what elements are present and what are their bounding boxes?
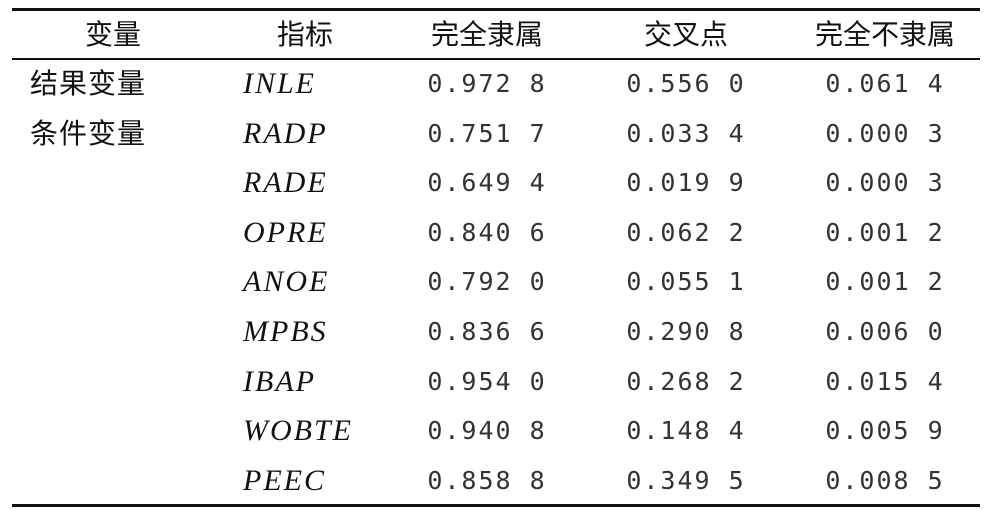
header-cell: 变量 [84, 18, 142, 51]
header-cell: 完全不隶属 [814, 18, 956, 51]
value-cell: 0.062 2 [626, 217, 746, 247]
value-cell: 0.055 1 [626, 267, 746, 297]
value-cell: 0.972 8 [427, 69, 547, 98]
header-cell: 完全隶属 [430, 18, 544, 51]
value-cell: 0.148 4 [626, 416, 746, 446]
indicator: ANOE [243, 265, 330, 299]
indicator: INLE [243, 67, 317, 100]
header-cell: 指标 [276, 18, 334, 51]
value-cell: 0.751 7 [427, 118, 547, 148]
header-rule [12, 58, 980, 60]
variable-group: 条件变量 [30, 116, 147, 150]
value-cell: 0.268 2 [626, 366, 746, 396]
value-cell: 0.008 5 [825, 465, 945, 495]
variable-group: 结果变量 [30, 67, 147, 100]
value-cell: 0.000 3 [825, 118, 945, 148]
value-cell: 0.858 8 [427, 465, 547, 495]
value-cell: 0.001 2 [825, 217, 945, 247]
value-cell: 0.349 5 [626, 465, 746, 495]
indicator: OPRE [243, 215, 328, 249]
top-rule [12, 8, 980, 11]
value-cell: 0.000 3 [825, 168, 945, 198]
value-cell: 0.836 6 [427, 317, 547, 346]
bottom-rule [12, 504, 980, 507]
indicator: PEEC [243, 463, 326, 497]
value-cell: 0.001 2 [825, 267, 945, 297]
value-cell: 0.019 9 [626, 168, 746, 198]
indicator: MPBS [243, 315, 328, 348]
value-cell: 0.061 4 [825, 69, 945, 98]
value-cell: 0.792 0 [427, 267, 547, 297]
value-cell: 0.556 0 [626, 69, 746, 98]
header-cell: 交叉点 [643, 18, 729, 51]
indicator: RADP [243, 116, 328, 150]
value-cell: 0.954 0 [427, 366, 547, 396]
indicator: RADE [243, 166, 328, 200]
value-cell: 0.033 4 [626, 118, 746, 148]
value-cell: 0.005 9 [825, 416, 945, 446]
value-cell: 0.006 0 [825, 317, 945, 346]
indicator: WOBTE [243, 414, 353, 448]
indicator: IBAP [243, 364, 316, 398]
value-cell: 0.840 6 [427, 217, 547, 247]
value-cell: 0.649 4 [427, 168, 547, 198]
value-cell: 0.290 8 [626, 317, 746, 346]
value-cell: 0.015 4 [825, 366, 945, 396]
value-cell: 0.940 8 [427, 416, 547, 446]
